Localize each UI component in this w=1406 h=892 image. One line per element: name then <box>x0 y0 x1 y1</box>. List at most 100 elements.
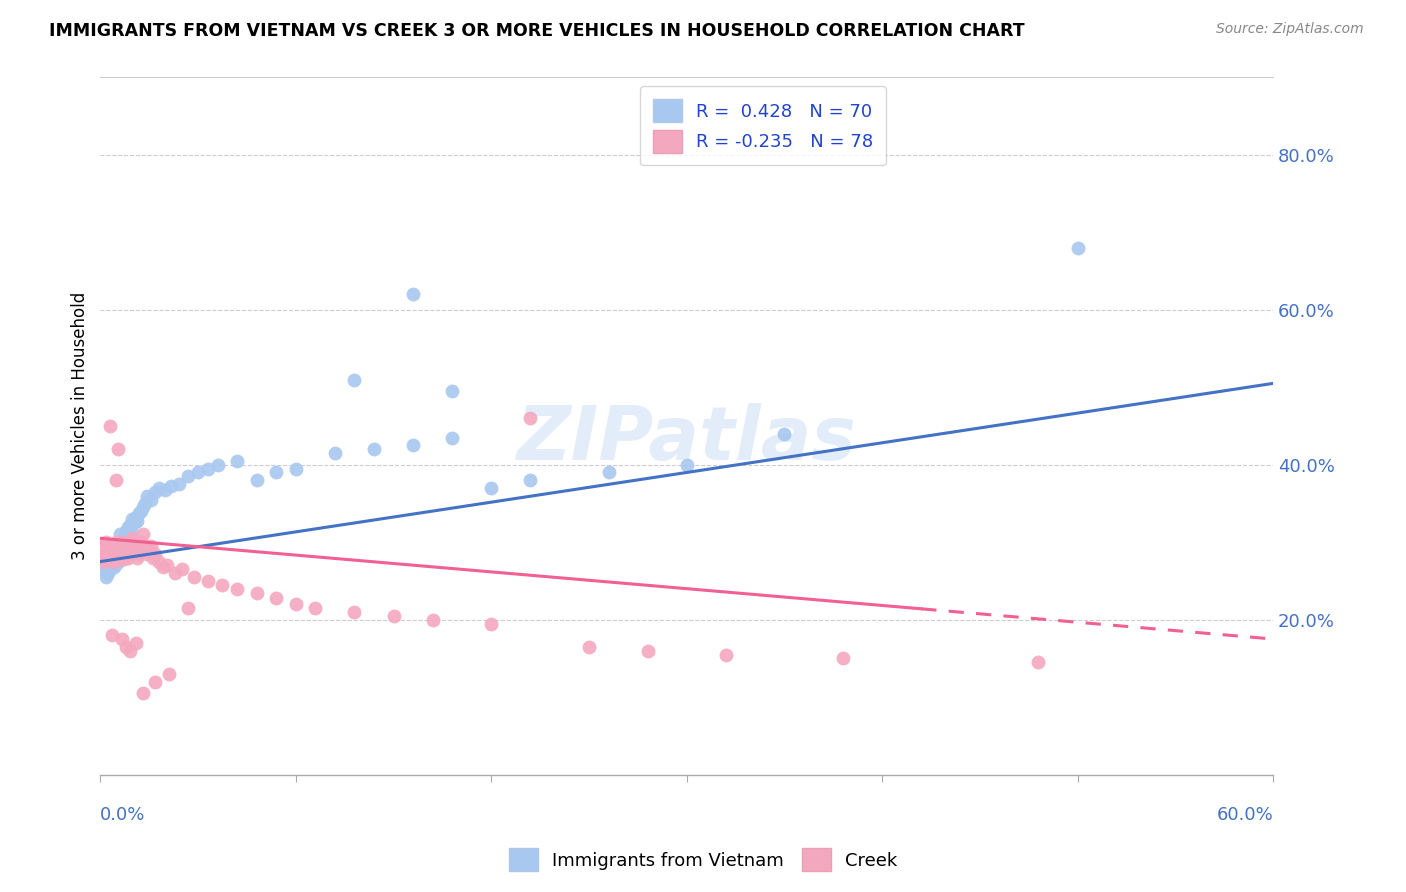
Point <box>183 570 205 584</box>
Point <box>124 636 146 650</box>
Point <box>264 466 287 480</box>
Point <box>136 547 159 561</box>
Point <box>128 506 150 520</box>
Point <box>107 547 129 561</box>
Point <box>773 426 796 441</box>
Point <box>101 555 124 569</box>
Point <box>108 547 131 561</box>
Point <box>127 514 149 528</box>
Point <box>304 601 326 615</box>
Point <box>112 552 135 566</box>
Point <box>172 562 194 576</box>
Point <box>441 384 464 399</box>
Point <box>226 582 249 596</box>
Point <box>197 461 219 475</box>
Point <box>122 516 145 530</box>
Point <box>134 539 156 553</box>
Point <box>598 466 620 480</box>
Point <box>96 535 118 549</box>
Point <box>101 544 124 558</box>
Point <box>226 454 249 468</box>
Point <box>108 527 131 541</box>
Point <box>323 446 346 460</box>
Point <box>1066 241 1088 255</box>
Text: IMMIGRANTS FROM VIETNAM VS CREEK 3 OR MORE VEHICLES IN HOUSEHOLD CORRELATION CHA: IMMIGRANTS FROM VIETNAM VS CREEK 3 OR MO… <box>49 22 1025 40</box>
Point <box>187 466 209 480</box>
Point <box>519 411 541 425</box>
Point <box>118 535 141 549</box>
Point <box>93 558 115 573</box>
Point <box>197 574 219 588</box>
Point <box>714 648 737 662</box>
Text: Source: ZipAtlas.com: Source: ZipAtlas.com <box>1216 22 1364 37</box>
Point <box>441 431 464 445</box>
Point <box>107 543 129 558</box>
Point <box>101 628 124 642</box>
Point <box>117 543 139 558</box>
Point <box>118 518 141 533</box>
Point <box>103 560 125 574</box>
Point <box>101 550 124 565</box>
Point <box>98 419 121 434</box>
Point <box>111 632 134 646</box>
Point <box>578 640 600 654</box>
Point <box>93 555 115 569</box>
Point <box>163 566 186 581</box>
Point <box>101 552 124 566</box>
Point <box>107 555 129 569</box>
Point <box>104 550 127 565</box>
Point <box>98 562 121 576</box>
Point <box>107 539 129 553</box>
Point <box>343 372 366 386</box>
Point <box>121 512 143 526</box>
Point <box>156 558 179 573</box>
Point <box>118 547 141 561</box>
Point <box>103 539 125 553</box>
Point <box>143 674 166 689</box>
Point <box>97 543 120 558</box>
Point <box>141 539 163 553</box>
Point <box>246 585 269 599</box>
Point <box>104 547 127 561</box>
Point <box>91 550 114 565</box>
Point <box>108 539 131 553</box>
Point <box>111 547 134 561</box>
Point <box>108 539 131 553</box>
Point <box>134 496 156 510</box>
Point <box>131 535 153 549</box>
Point <box>124 510 146 524</box>
Point <box>104 535 127 549</box>
Point <box>121 527 143 541</box>
Point <box>104 557 127 571</box>
Point <box>637 643 659 657</box>
Point <box>177 469 200 483</box>
Point <box>1028 655 1050 669</box>
Point <box>112 543 135 558</box>
Point <box>114 640 136 654</box>
Point <box>132 527 155 541</box>
Text: 0.0%: 0.0% <box>100 806 146 824</box>
Point <box>136 489 159 503</box>
Legend: Immigrants from Vietnam, Creek: Immigrants from Vietnam, Creek <box>502 841 904 879</box>
Point <box>167 477 190 491</box>
Point <box>127 550 149 565</box>
Point <box>211 578 233 592</box>
Point <box>122 539 145 553</box>
Point <box>152 560 174 574</box>
Point <box>264 591 287 605</box>
Point <box>148 481 170 495</box>
Point <box>118 643 141 657</box>
Point <box>111 535 134 549</box>
Point <box>141 492 163 507</box>
Point <box>143 547 166 561</box>
Legend: R =  0.428   N = 70, R = -0.235   N = 78: R = 0.428 N = 70, R = -0.235 N = 78 <box>640 87 886 165</box>
Point <box>422 613 444 627</box>
Point <box>131 504 153 518</box>
Point <box>114 524 136 538</box>
Point <box>121 539 143 553</box>
Point <box>246 473 269 487</box>
Point <box>118 531 141 545</box>
Point <box>132 500 155 515</box>
Point <box>98 543 121 558</box>
Point <box>101 560 124 574</box>
